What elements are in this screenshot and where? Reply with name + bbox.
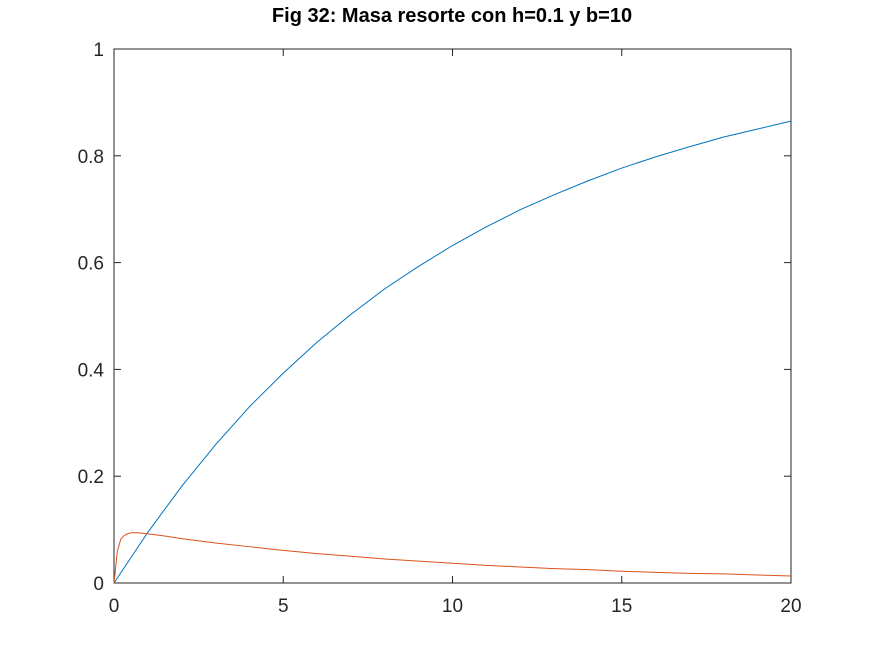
- chart-title: Fig 32: Masa resorte con h=0.1 y b=10: [272, 5, 632, 27]
- y-axis-tick-labels: 0 0.2 0.4 0.6 0.8 1: [78, 40, 105, 595]
- x-axis-tick-labels: 0 5 10 15 20: [109, 596, 802, 617]
- x-tick-label: 0: [109, 596, 120, 617]
- y-tick-label: 0.2: [78, 467, 104, 488]
- y-tick-label: 0.6: [78, 254, 104, 275]
- x-tick-label: 5: [278, 596, 289, 617]
- axis-ticks: [113, 48, 792, 584]
- series-line-2: [113, 532, 792, 584]
- x-tick-label: 15: [611, 596, 632, 617]
- y-tick-label: 1: [93, 40, 104, 61]
- y-tick-label: 0.4: [78, 360, 105, 381]
- series-layer: [113, 120, 792, 584]
- plot-area: [113, 48, 792, 584]
- series-line-1: [113, 120, 792, 584]
- y-tick-label: 0: [93, 574, 104, 595]
- y-tick-label: 0.8: [78, 147, 104, 168]
- x-tick-label: 20: [780, 596, 801, 617]
- x-tick-label: 10: [442, 596, 463, 617]
